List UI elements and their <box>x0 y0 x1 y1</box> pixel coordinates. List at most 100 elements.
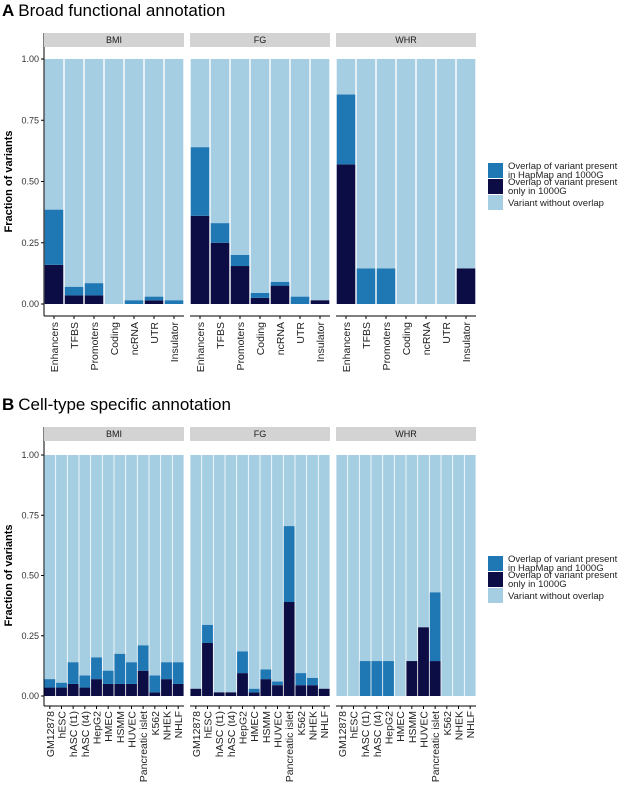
bar-hapmap-1000g <box>126 662 137 684</box>
bar-only-1000g <box>295 685 307 696</box>
x-tick-label: NHLF <box>465 711 477 738</box>
bar-only-1000g <box>307 685 318 696</box>
legend-swatch <box>488 556 503 571</box>
y-tick-label: 0.50 <box>21 571 39 581</box>
bar-without-overlap <box>356 59 376 269</box>
bar-without-overlap <box>67 455 79 663</box>
bar-stack-k562 <box>295 455 307 696</box>
bar-stack-hepg2 <box>237 455 248 696</box>
bar-hapmap-1000g <box>79 675 91 688</box>
bar-without-overlap <box>114 455 126 654</box>
bar-only-1000g <box>456 268 476 304</box>
bar-hapmap-1000g <box>114 653 126 684</box>
x-tick-label: NHEK <box>454 711 466 740</box>
bar-only-1000g <box>102 683 114 696</box>
legend-label: Overlap of variant present only in 1000G <box>508 570 618 590</box>
bar-hapmap-1000g <box>248 688 260 693</box>
x-tick-label: hASC (t1) <box>360 711 372 757</box>
y-tick-label: 0.00 <box>21 299 39 309</box>
x-tick-label: K562 <box>150 711 162 736</box>
bar-stack-k562 <box>441 455 453 696</box>
bar-only-1000g <box>190 688 202 696</box>
bar-only-1000g <box>67 683 79 696</box>
bar-hapmap-1000g <box>102 670 114 684</box>
x-tick-label: Enhancers <box>195 322 207 372</box>
bar-only-1000g <box>126 683 137 696</box>
x-tick-label: hESC <box>349 711 361 739</box>
legend-label: Overlap of variant present only in 1000G <box>508 177 618 197</box>
bar-hapmap-1000g <box>376 268 396 304</box>
bar-without-overlap <box>295 455 307 674</box>
bar-stack-coding <box>250 59 270 304</box>
bar-stack-coding <box>104 59 124 304</box>
bar-hapmap-1000g <box>67 662 79 684</box>
bar-without-overlap <box>310 59 330 301</box>
bar-without-overlap <box>190 455 202 689</box>
bar-hapmap-1000g <box>164 300 184 304</box>
bar-stack-utr <box>144 59 164 304</box>
bar-stack-hsmm <box>406 455 418 696</box>
bar-stack-insulator <box>310 59 330 304</box>
bar-without-overlap <box>137 455 149 646</box>
legend-swatch <box>488 195 503 210</box>
bar-hapmap-1000g <box>272 681 283 686</box>
x-tick-label: Insulator <box>169 322 181 363</box>
bar-stack-tfbs <box>64 59 84 304</box>
bar-stack-hasc-t1 <box>67 455 79 696</box>
legend-label: Overlap of variant present in HapMap and … <box>508 554 618 574</box>
bar-without-overlap <box>210 59 230 224</box>
x-tick-label: hASC (t1) <box>214 711 226 757</box>
x-tick-label: UTR <box>149 322 161 344</box>
x-tick-label: hESC <box>57 711 69 739</box>
bar-only-1000g <box>172 683 184 696</box>
facet-strip-label: BMI <box>106 35 122 45</box>
bar-without-overlap <box>272 455 283 682</box>
bar-only-1000g <box>260 679 272 696</box>
legend-panel-a: Overlap of variant present in HapMap and … <box>488 161 618 210</box>
y-tick-label: 1.00 <box>21 450 39 460</box>
bar-hapmap-1000g <box>295 673 307 686</box>
facet-strip <box>190 33 330 47</box>
x-tick-label: hASC (t4) <box>80 711 92 757</box>
x-tick-label: Promoters <box>235 322 247 370</box>
bar-only-1000g <box>272 685 283 696</box>
bar-stack-k562 <box>149 455 161 696</box>
bar-without-overlap <box>149 455 161 676</box>
legend-item-hapmap-1000g: Overlap of variant present in HapMap and … <box>488 554 618 574</box>
bar-hapmap-1000g <box>260 669 272 680</box>
bar-stack-hesc <box>56 455 67 696</box>
x-tick-label: Insulator <box>315 322 327 363</box>
bar-without-overlap <box>318 455 330 689</box>
bar-stack-gm12878 <box>190 455 202 696</box>
bar-without-overlap <box>250 59 270 293</box>
bar-stack-hasc-t1 <box>213 455 225 696</box>
x-tick-label: HUVEC <box>419 711 431 748</box>
x-tick-label: GM12878 <box>191 711 203 757</box>
facet-bmi: BMI GM12878 hESC hASC (t1) hASC (t4) HepG2 HME… <box>44 427 185 782</box>
bar-stack-huvec <box>272 455 283 696</box>
bar-without-overlap <box>104 59 124 304</box>
facet-strip-label: FG <box>254 429 267 439</box>
bar-only-1000g <box>114 683 126 696</box>
bar-without-overlap <box>44 59 64 210</box>
bar-only-1000g <box>406 661 418 696</box>
bar-without-overlap <box>164 59 184 301</box>
bar-hapmap-1000g <box>149 675 161 693</box>
legend-item-hapmap-1000g: Overlap of variant present in HapMap and … <box>488 161 618 181</box>
bar-stack-hasc-t4 <box>79 455 91 696</box>
bar-only-1000g <box>225 692 237 696</box>
bar-hapmap-1000g <box>44 679 56 688</box>
legend-label: Overlap of variant present in HapMap and … <box>508 161 618 181</box>
x-tick-label: NHEK <box>162 711 174 740</box>
bar-only-1000g <box>79 687 91 696</box>
bar-stack-hesc <box>348 455 359 696</box>
bar-hapmap-1000g <box>124 300 144 304</box>
bar-only-1000g <box>283 602 295 696</box>
x-tick-label: Coding <box>109 322 121 355</box>
legend-item-only-1000g: Overlap of variant present only in 1000G <box>488 177 618 197</box>
panel-title: B Cell-type specific annotation <box>2 395 231 414</box>
bar-only-1000g <box>202 642 213 696</box>
bar-without-overlap <box>348 455 359 696</box>
x-tick-label: UTR <box>295 322 307 344</box>
